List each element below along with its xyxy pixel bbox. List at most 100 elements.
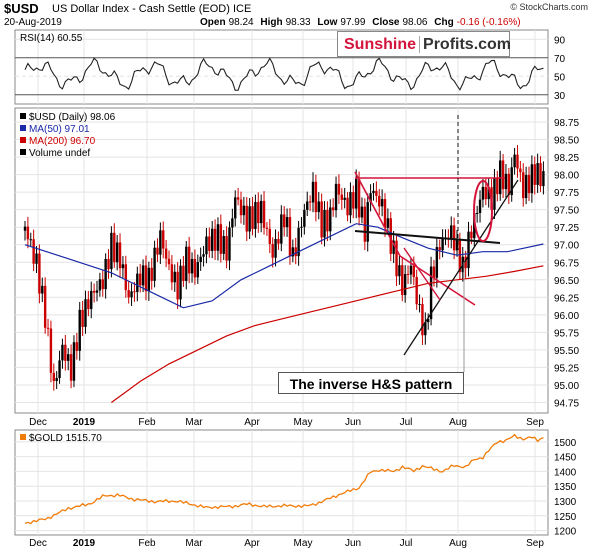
candle-body — [455, 239, 459, 251]
neckline-red-left — [354, 171, 401, 257]
candle-body — [38, 253, 41, 294]
candle-body — [211, 228, 214, 251]
credit-link[interactable]: © StockCharts.com — [510, 2, 588, 12]
price-tick-label: 98.50 — [554, 136, 579, 147]
price-tick-label: 96.00 — [554, 311, 579, 322]
chart-date: 20-Aug-2019 — [4, 17, 62, 28]
red-diagonal-small — [403, 247, 441, 301]
candle-body — [314, 181, 318, 213]
candle-body — [78, 309, 81, 351]
x-tick-label: Feb — [138, 538, 156, 549]
candle-body — [496, 178, 499, 195]
candle-body — [352, 192, 355, 209]
candle-body — [542, 171, 545, 187]
candle-body — [429, 266, 433, 320]
candle-body — [251, 206, 254, 229]
gold-legend-swatch — [20, 434, 26, 440]
price-legend-item: MA(200) 96.70 — [29, 136, 96, 147]
price-tick-label: 97.00 — [554, 241, 579, 252]
candle-body — [435, 247, 439, 278]
candle-body — [406, 274, 410, 276]
candle-body — [386, 218, 390, 228]
candle-body — [58, 360, 61, 379]
candle-body — [199, 256, 202, 263]
candle-body — [219, 224, 223, 254]
candle-body — [527, 175, 531, 194]
candle-body — [285, 217, 289, 228]
candle-body — [306, 201, 309, 210]
candles — [23, 145, 545, 391]
candle-body — [291, 247, 295, 257]
ohlc-readout: Open 98.24 High 98.33 Low 97.99 Close 98.06 … — [200, 17, 525, 28]
candle-body — [133, 291, 136, 293]
candle-body — [153, 247, 156, 281]
x-tick-label: Apr — [244, 538, 260, 549]
neckline-black — [354, 230, 501, 244]
candle-body — [213, 228, 217, 251]
candle-body — [173, 271, 176, 283]
candle-body — [392, 240, 395, 254]
close-label: Close — [372, 17, 400, 28]
candle-body — [331, 207, 335, 211]
candle-body — [101, 279, 104, 290]
x-tick-label: Sep — [526, 417, 544, 428]
x-tick-label: Apr — [244, 417, 260, 428]
candle-body — [84, 299, 87, 327]
gold-line — [24, 433, 544, 525]
close-value: 98.06 — [402, 17, 428, 28]
chg-label: Chg — [434, 17, 454, 28]
candle-body — [418, 304, 421, 306]
candle-body — [530, 164, 534, 194]
candle-body — [225, 236, 228, 261]
candle-body — [369, 193, 372, 203]
candle-body — [303, 209, 306, 227]
price-tick-label: 97.25 — [554, 223, 579, 234]
candle-body — [216, 224, 220, 251]
candle-body — [424, 322, 427, 336]
candle-body — [61, 344, 64, 361]
candle-body — [363, 206, 367, 242]
candle-body — [320, 201, 323, 238]
candle-body — [228, 227, 231, 261]
candle-body — [29, 239, 32, 241]
candle-body — [150, 267, 153, 281]
candle-body — [170, 264, 174, 283]
x-tick-label: May — [294, 538, 313, 549]
logo-part1: Sunshine — [344, 36, 417, 53]
candle-body — [259, 200, 263, 224]
gold-tick-label: 1300 — [554, 497, 577, 508]
candle-body — [308, 201, 312, 203]
support-trendline — [403, 179, 519, 356]
candle-body — [121, 264, 125, 269]
candle-body — [115, 242, 119, 263]
candle-body — [147, 267, 151, 292]
candle-body — [409, 265, 413, 275]
candle-body — [493, 178, 496, 210]
open-label: Open — [200, 17, 226, 28]
candle-body — [412, 265, 415, 277]
candle-body — [398, 265, 401, 277]
candle-body — [52, 372, 55, 382]
candle-body — [389, 218, 392, 254]
candle-body — [487, 187, 490, 200]
x-tick-label: Jun — [345, 538, 361, 549]
candle-body — [196, 262, 199, 278]
x-tick-label: Feb — [138, 417, 156, 428]
gold-tick-label: 1350 — [554, 482, 577, 493]
candle-body — [87, 299, 90, 310]
high-value: 98.33 — [285, 17, 311, 28]
candle-body — [441, 238, 444, 251]
price-tick-label: 95.25 — [554, 363, 579, 374]
candle-body — [202, 254, 205, 257]
rsi-tick-label: 30 — [554, 91, 566, 102]
x-tick-label: Dec — [29, 417, 47, 428]
candle-body — [501, 160, 505, 190]
candle-body — [378, 195, 381, 207]
candle-body — [118, 242, 122, 269]
gold-panel-frame — [14, 429, 549, 536]
instrument-name: US Dollar Index - Cash Settle (EOD) ICE — [52, 3, 252, 15]
candle-body — [190, 258, 194, 274]
candle-body — [504, 173, 508, 190]
candle-body — [55, 378, 58, 382]
candle-body — [193, 258, 197, 278]
